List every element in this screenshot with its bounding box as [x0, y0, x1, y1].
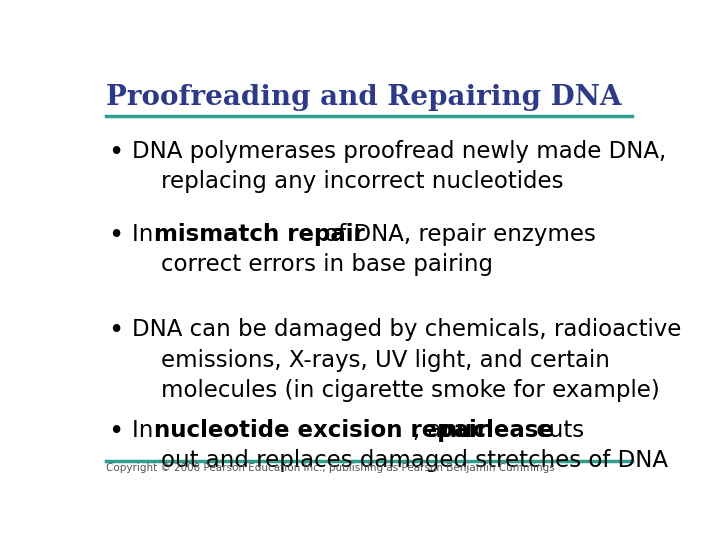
Text: of DNA, repair enzymes: of DNA, repair enzymes [318, 223, 596, 246]
Text: DNA polymerases proofread newly made DNA,: DNA polymerases proofread newly made DNA… [132, 140, 666, 163]
Text: mismatch repair: mismatch repair [154, 223, 365, 246]
Text: Copyright © 2008 Pearson Education Inc., publishing as Pearson Benjamin Cummings: Copyright © 2008 Pearson Education Inc.,… [106, 463, 554, 473]
Text: nucleotide excision repair: nucleotide excision repair [154, 419, 488, 442]
Text: In: In [132, 419, 161, 442]
Text: •: • [108, 319, 123, 345]
Text: emissions, X-rays, UV light, and certain: emissions, X-rays, UV light, and certain [132, 349, 610, 372]
Text: •: • [108, 140, 123, 166]
Text: •: • [108, 419, 123, 445]
Text: •: • [108, 223, 123, 249]
Text: Proofreading and Repairing DNA: Proofreading and Repairing DNA [106, 84, 621, 111]
Text: correct errors in base pairing: correct errors in base pairing [132, 253, 493, 276]
Text: DNA can be damaged by chemicals, radioactive: DNA can be damaged by chemicals, radioac… [132, 319, 681, 341]
Text: nuclease: nuclease [441, 419, 554, 442]
Text: , a: , a [413, 419, 449, 442]
Text: out and replaces damaged stretches of DNA: out and replaces damaged stretches of DN… [132, 449, 668, 472]
Text: cuts: cuts [529, 419, 584, 442]
Text: replacing any incorrect nucleotides: replacing any incorrect nucleotides [132, 170, 563, 193]
Text: In: In [132, 223, 161, 246]
Text: molecules (in cigarette smoke for example): molecules (in cigarette smoke for exampl… [132, 379, 660, 402]
